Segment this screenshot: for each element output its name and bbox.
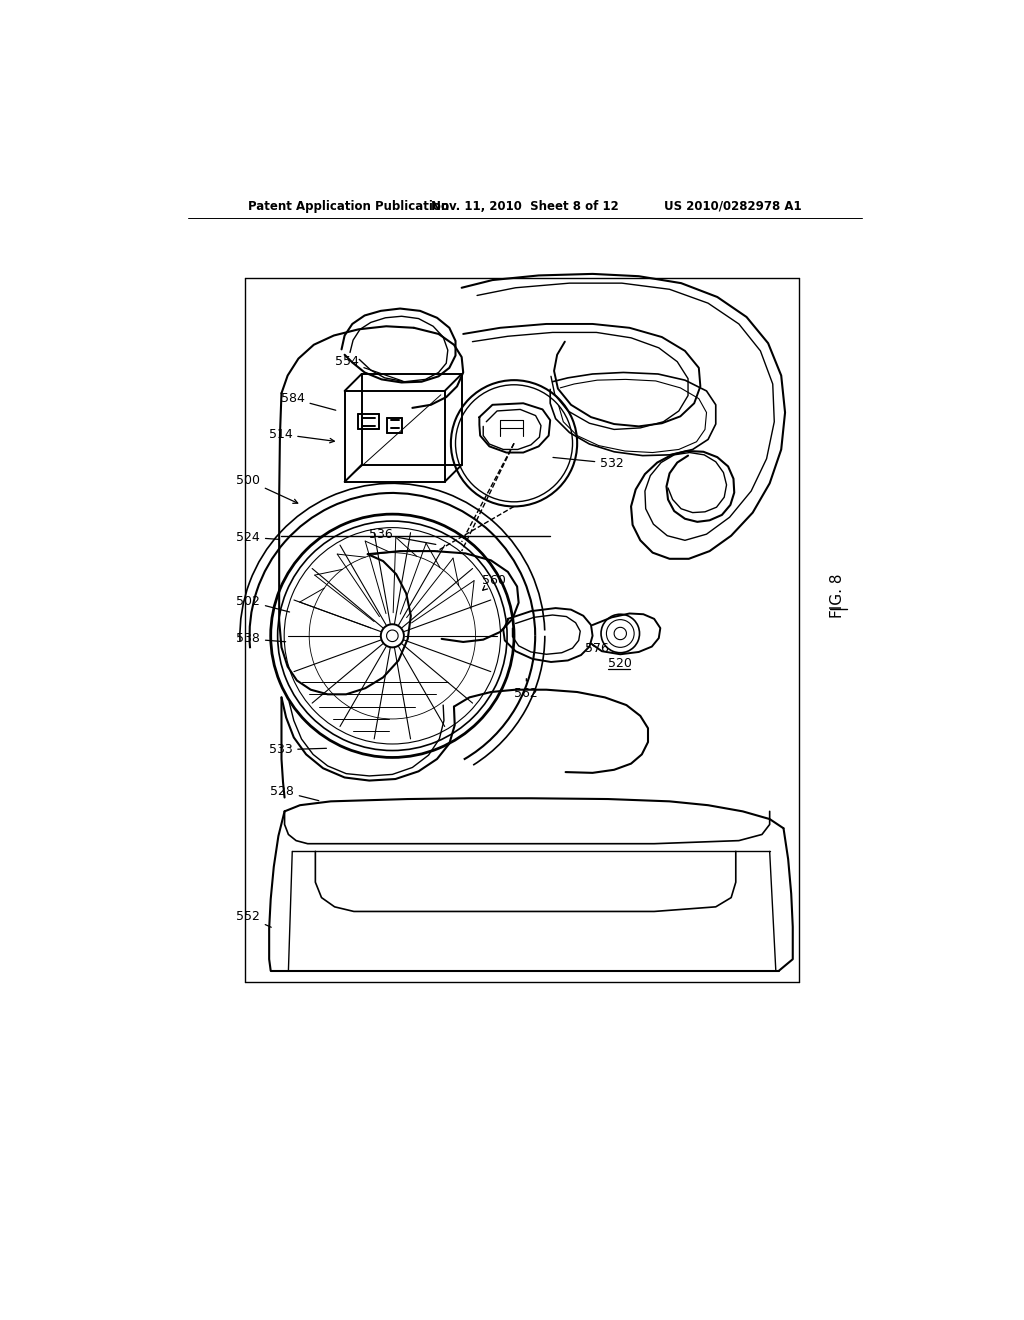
Text: FIG. 8: FIG. 8 (829, 573, 845, 618)
Text: 552: 552 (237, 911, 271, 927)
Text: 576: 576 (585, 642, 608, 655)
Text: 514: 514 (268, 428, 334, 442)
Text: 524: 524 (237, 531, 279, 544)
Text: 562: 562 (514, 678, 539, 700)
Text: 536: 536 (369, 528, 436, 544)
Text: 502: 502 (237, 594, 290, 612)
Text: 500: 500 (236, 474, 298, 503)
Text: 533: 533 (268, 743, 327, 756)
Text: 560: 560 (482, 574, 506, 590)
Text: 584: 584 (281, 392, 336, 411)
Text: 538: 538 (237, 632, 286, 645)
Text: 554: 554 (335, 355, 402, 380)
Text: 532: 532 (553, 457, 624, 470)
Text: Patent Application Publication: Patent Application Publication (248, 199, 449, 213)
Text: US 2010/0282978 A1: US 2010/0282978 A1 (665, 199, 802, 213)
Text: Nov. 11, 2010  Sheet 8 of 12: Nov. 11, 2010 Sheet 8 of 12 (431, 199, 618, 213)
Text: 520: 520 (608, 657, 632, 671)
Text: 528: 528 (270, 785, 318, 801)
